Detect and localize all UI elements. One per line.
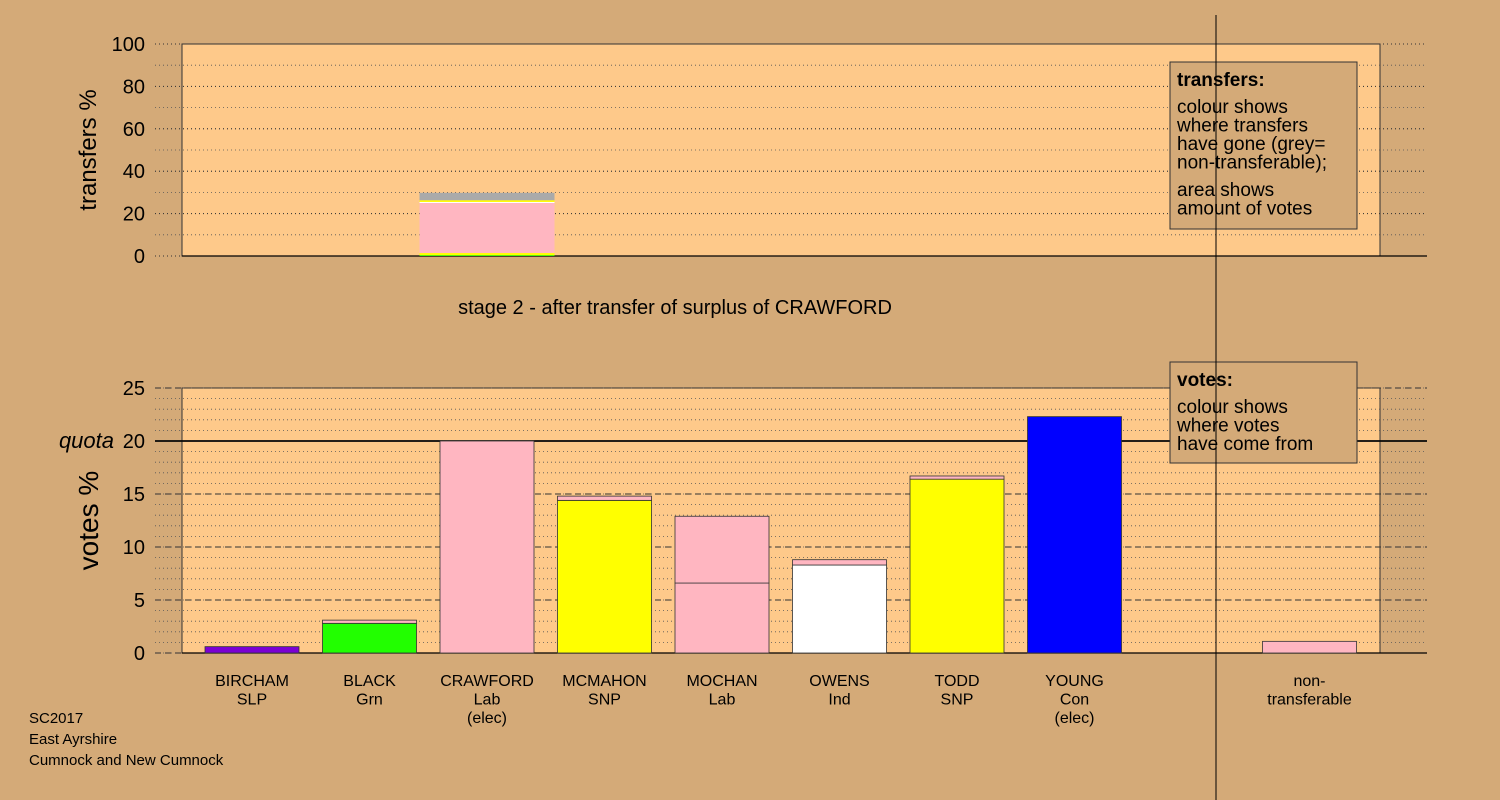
legend-text: have come from xyxy=(1177,434,1313,455)
y-tick-label: 15 xyxy=(123,484,145,506)
category-label: TODD xyxy=(934,673,979,690)
legend-text: colour shows xyxy=(1177,397,1288,418)
category-label: MOCHAN xyxy=(686,673,757,690)
legend-box xyxy=(1169,361,1358,464)
y-tick-label: 100 xyxy=(112,34,145,56)
category-label: YOUNG xyxy=(1045,673,1104,690)
bar-segment xyxy=(557,499,652,654)
y-tick-label: 80 xyxy=(123,76,145,98)
bar-segment xyxy=(1262,640,1357,654)
footer-text: East Ayrshire xyxy=(29,731,117,748)
y-tick-label: 0 xyxy=(134,643,145,665)
category-label: (elec) xyxy=(467,710,507,727)
category-label: transferable xyxy=(1267,692,1352,709)
y-tick-label: 20 xyxy=(123,431,145,453)
bar-segment xyxy=(419,200,555,202)
category-label: MCMAHON xyxy=(562,673,646,690)
bar-segment xyxy=(674,515,770,584)
quota-label: quota xyxy=(59,428,114,453)
stage-caption: stage 2 - after transfer of surplus of C… xyxy=(458,297,892,319)
bar-segment xyxy=(909,478,1005,654)
bar-segment xyxy=(1027,416,1122,654)
bar-segment xyxy=(792,559,887,566)
bar-segment xyxy=(322,622,417,654)
bar-segment xyxy=(557,495,652,501)
category-label: Lab xyxy=(709,692,736,709)
bar-segment xyxy=(909,475,1005,480)
bar-segment xyxy=(419,253,555,256)
category-label: SNP xyxy=(941,692,974,709)
category-label: non- xyxy=(1293,673,1325,690)
legend-text: non-transferable); xyxy=(1177,153,1327,174)
category-label: Lab xyxy=(474,692,501,709)
y-tick-label: 60 xyxy=(123,119,145,141)
y-tick-label: 20 xyxy=(123,204,145,226)
y-axis-label: transfers % xyxy=(75,89,102,210)
legend-text: have gone (grey= xyxy=(1177,134,1325,155)
category-label: OWENS xyxy=(809,673,869,690)
category-label: Ind xyxy=(828,692,850,709)
bar-segment xyxy=(419,203,555,254)
legend-text: colour shows xyxy=(1177,97,1288,118)
legend-box xyxy=(1169,61,1358,230)
category-label: SNP xyxy=(588,692,621,709)
y-tick-label: 25 xyxy=(123,378,145,400)
bar-segment xyxy=(674,582,770,654)
category-label: SLP xyxy=(237,692,267,709)
bar-segment xyxy=(439,440,535,654)
legend-text: where votes xyxy=(1176,416,1279,437)
legend-title: transfers: xyxy=(1177,70,1265,91)
legend-text: where transfers xyxy=(1176,116,1308,137)
category-label: (elec) xyxy=(1054,710,1094,727)
category-label: Con xyxy=(1060,692,1089,709)
y-tick-label: 40 xyxy=(123,161,145,183)
bar-segment xyxy=(419,192,555,201)
bar-segment xyxy=(419,201,555,203)
footer-text: Cumnock and New Cumnock xyxy=(29,752,224,769)
category-label: BLACK xyxy=(343,673,396,690)
legend-title: votes: xyxy=(1177,370,1233,391)
legend-text: amount of votes xyxy=(1177,199,1312,220)
category-label: Grn xyxy=(356,692,383,709)
y-axis-label: votes % xyxy=(73,471,104,571)
bar-segment xyxy=(792,564,887,654)
y-tick-label: 10 xyxy=(123,537,145,559)
footer-text: SC2017 xyxy=(29,710,83,727)
legend-text: area shows xyxy=(1177,180,1274,201)
y-tick-label: 5 xyxy=(134,590,145,612)
category-label: BIRCHAM xyxy=(215,673,289,690)
category-label: CRAWFORD xyxy=(440,673,534,690)
bar-segment xyxy=(322,619,417,624)
y-tick-label: 0 xyxy=(134,246,145,268)
bar-segment xyxy=(419,255,555,256)
bar-segment xyxy=(204,646,300,654)
